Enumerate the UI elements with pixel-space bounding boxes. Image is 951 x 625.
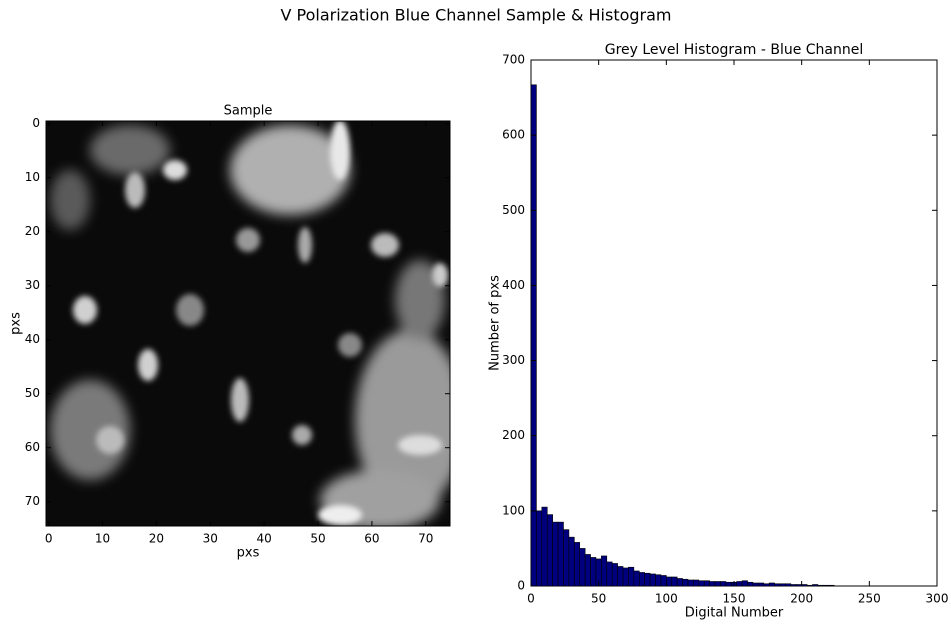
x-tick-label: 250 — [858, 592, 881, 606]
y-axis-label: pxs — [9, 312, 24, 335]
y-tick-label: 500 — [502, 203, 525, 217]
histogram-bar — [801, 584, 808, 587]
x-axis-label: Digital Number — [685, 606, 784, 621]
histogram-bar — [682, 578, 689, 587]
histogram-bar — [817, 584, 824, 587]
y-tick-label: 0 — [32, 116, 40, 130]
histogram-bar — [563, 529, 570, 587]
sample-image — [46, 121, 450, 526]
axes-title: Grey Level Histogram - Blue Channel — [605, 42, 864, 58]
y-tick-label: 600 — [502, 128, 525, 142]
histogram-bar — [687, 579, 694, 587]
histogram-bar — [785, 583, 792, 587]
histogram-bar — [774, 583, 781, 587]
histogram-bar — [790, 584, 797, 587]
histogram-bar — [823, 584, 830, 587]
figure-title: V Polarization Blue Channel Sample & His… — [280, 6, 671, 25]
x-tick-label: 50 — [310, 532, 325, 546]
histogram-bar — [812, 584, 819, 587]
x-tick-label: 150 — [723, 592, 746, 606]
x-tick-label: 60 — [364, 532, 379, 546]
histogram-bar — [541, 506, 548, 587]
histogram-bar — [714, 581, 721, 587]
y-tick-label: 30 — [25, 278, 40, 292]
histogram-bar — [546, 514, 553, 587]
histogram-bar — [768, 582, 775, 587]
histogram-bar — [747, 581, 754, 587]
x-tick-label: 70 — [418, 532, 433, 546]
histogram-bar — [671, 576, 678, 587]
histogram-bar — [617, 566, 624, 587]
x-tick-label: 20 — [149, 532, 164, 546]
histogram-bar — [693, 579, 700, 587]
histogram-bar — [606, 561, 613, 587]
histogram-bar — [806, 584, 813, 587]
histogram-bar — [666, 576, 673, 587]
histogram-bar — [795, 584, 802, 587]
x-tick-label: 10 — [95, 532, 110, 546]
histogram-bar — [752, 582, 759, 587]
histogram-bar — [725, 581, 732, 587]
y-tick-label: 0 — [517, 579, 525, 593]
histogram-bar — [779, 583, 786, 587]
y-tick-label: 40 — [25, 332, 40, 346]
histogram-bar — [628, 566, 635, 587]
y-tick-label: 400 — [502, 278, 525, 292]
histogram-bar — [763, 583, 770, 587]
histogram-bar — [649, 573, 656, 587]
y-tick-label: 20 — [25, 224, 40, 238]
x-tick-label: 40 — [257, 532, 272, 546]
histogram-bar — [552, 521, 559, 587]
histogram-bar — [720, 581, 727, 587]
histogram-bar — [601, 555, 608, 587]
histogram-bar — [736, 581, 743, 587]
histogram-bar — [676, 578, 683, 587]
x-tick-label: 50 — [591, 592, 606, 606]
x-tick-label: 200 — [790, 592, 813, 606]
y-tick-label: 100 — [502, 503, 525, 517]
x-tick-label: 30 — [203, 532, 218, 546]
x-tick-label: 100 — [655, 592, 678, 606]
histogram-bar — [644, 572, 651, 587]
x-tick-label: 300 — [926, 592, 949, 606]
histogram-bar — [633, 570, 640, 587]
histogram-frame — [530, 59, 938, 587]
image-frame — [45, 120, 451, 527]
histogram-bar — [568, 536, 575, 587]
histogram-bar — [579, 548, 586, 587]
histogram-bar — [557, 521, 564, 587]
y-tick-label: 700 — [502, 53, 525, 67]
histogram-bar — [698, 580, 705, 587]
y-tick-label: 50 — [25, 386, 40, 400]
y-tick-label: 200 — [502, 428, 525, 442]
histogram-bar — [584, 554, 591, 587]
histogram-bar — [660, 575, 667, 587]
histogram-bar — [828, 584, 835, 587]
histogram-bar — [655, 574, 662, 587]
histogram-bar — [741, 580, 748, 587]
histogram-bar — [590, 557, 597, 587]
x-tick-label: 0 — [45, 532, 53, 546]
y-tick-label: 10 — [25, 170, 40, 184]
y-axis-label: Number of pxs — [488, 275, 503, 371]
y-tick-label: 300 — [502, 353, 525, 367]
histogram-bar — [703, 580, 710, 587]
histogram-bar — [709, 581, 716, 587]
x-axis-label: pxs — [237, 546, 260, 561]
axes-title: Sample — [224, 104, 273, 119]
histogram-bar — [758, 582, 765, 587]
y-tick-label: 60 — [25, 440, 40, 454]
x-tick-label: 0 — [527, 592, 535, 606]
histogram-bar — [638, 572, 645, 587]
histogram-bar — [536, 510, 543, 587]
histogram-bar — [574, 542, 581, 587]
histogram-bar — [622, 567, 629, 587]
histogram-bar — [611, 563, 618, 587]
y-tick-label: 70 — [25, 494, 40, 508]
